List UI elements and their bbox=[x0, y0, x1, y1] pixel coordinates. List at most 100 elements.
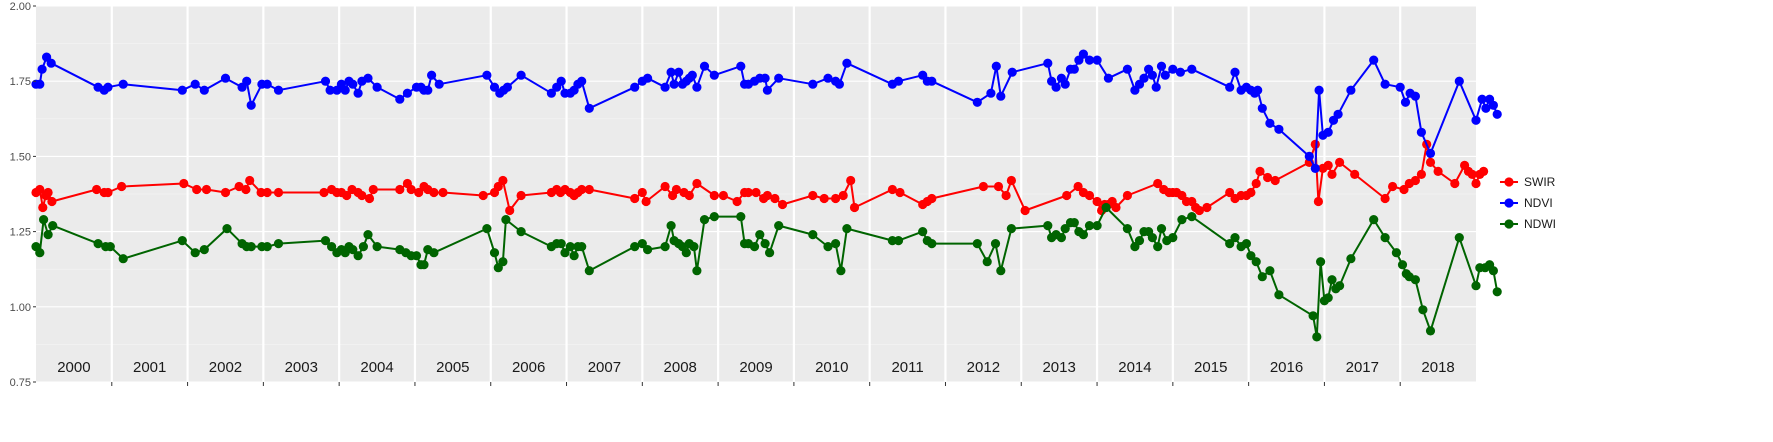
data-point-ndvi bbox=[643, 73, 653, 83]
data-point-swir bbox=[245, 175, 255, 186]
data-point-ndvi bbox=[1481, 103, 1491, 113]
data-point-swir bbox=[895, 187, 905, 198]
data-point-swir bbox=[1471, 178, 1481, 189]
data-point-swir bbox=[1246, 187, 1256, 198]
data-point-swir bbox=[1350, 169, 1360, 179]
data-point-ndvi bbox=[1310, 163, 1320, 173]
data-point-ndwi bbox=[1177, 215, 1187, 225]
data-point-ndvi bbox=[774, 73, 784, 83]
data-point-ndwi bbox=[1323, 293, 1333, 303]
data-point-ndwi bbox=[927, 239, 937, 249]
data-point-ndvi bbox=[893, 76, 904, 86]
y-tick-label: 1.50 bbox=[10, 151, 31, 163]
data-point-swir bbox=[1111, 202, 1121, 213]
legend-key-point-ndvi bbox=[1504, 198, 1514, 208]
data-point-ndwi bbox=[1147, 233, 1157, 243]
data-point-swir bbox=[38, 202, 48, 213]
data-point-ndwi bbox=[1257, 272, 1267, 282]
data-point-swir bbox=[35, 184, 45, 195]
data-point-swir bbox=[1084, 190, 1095, 201]
legend-key-point-ndwi bbox=[1504, 219, 1514, 229]
data-point-ndvi bbox=[630, 82, 640, 92]
data-point-ndvi bbox=[340, 85, 350, 95]
data-point-ndvi bbox=[1492, 109, 1502, 119]
data-point-ndwi bbox=[93, 239, 103, 249]
data-point-ndwi bbox=[246, 242, 256, 252]
data-point-ndvi bbox=[1369, 55, 1379, 65]
data-point-ndvi bbox=[118, 79, 128, 89]
data-point-ndwi bbox=[736, 212, 746, 222]
data-point-swir bbox=[1122, 190, 1132, 201]
data-point-ndwi bbox=[419, 260, 429, 270]
data-point-ndvi bbox=[363, 73, 373, 83]
data-point-ndwi bbox=[808, 230, 818, 240]
data-point-ndvi bbox=[242, 76, 252, 86]
data-point-ndwi bbox=[842, 224, 852, 234]
data-point-ndvi bbox=[372, 82, 382, 92]
year-label: 2014 bbox=[1118, 359, 1151, 376]
data-point-ndvi bbox=[220, 73, 231, 83]
year-label: 2012 bbox=[967, 359, 1000, 376]
data-point-swir bbox=[1399, 184, 1409, 195]
data-point-swir bbox=[364, 193, 375, 204]
data-point-ndvi bbox=[1323, 127, 1333, 137]
axes: 0.75 1.00 1.25 1.50 1.75 2.00 bbox=[10, 1, 1401, 389]
data-point-ndwi bbox=[1327, 275, 1337, 285]
data-point-ndwi bbox=[1425, 326, 1436, 336]
data-point-ndvi bbox=[1122, 64, 1132, 74]
data-point-ndvi bbox=[1156, 61, 1167, 71]
data-point-ndvi bbox=[35, 79, 45, 89]
data-point-ndvi bbox=[1160, 70, 1170, 80]
data-point-ndwi bbox=[692, 266, 702, 276]
data-point-swir bbox=[395, 184, 405, 195]
data-point-swir bbox=[1313, 196, 1323, 207]
data-point-swir bbox=[846, 175, 856, 186]
year-label: 2008 bbox=[664, 359, 697, 376]
data-point-ndwi bbox=[1492, 287, 1502, 297]
data-point-ndvi bbox=[556, 76, 566, 86]
data-point-ndwi bbox=[831, 239, 841, 249]
data-point-ndwi bbox=[177, 236, 187, 246]
data-point-ndvi bbox=[1454, 76, 1464, 86]
data-point-ndwi bbox=[577, 242, 587, 252]
data-point-swir bbox=[103, 187, 113, 198]
data-point-ndwi bbox=[43, 230, 53, 240]
y-tick-label: 2.00 bbox=[10, 1, 31, 13]
data-point-swir bbox=[831, 193, 841, 204]
data-point-swir bbox=[684, 190, 694, 201]
data-point-swir bbox=[777, 199, 788, 210]
data-point-ndvi bbox=[1051, 82, 1061, 92]
data-point-ndwi bbox=[1092, 221, 1102, 231]
data-point-ndvi bbox=[546, 88, 557, 98]
data-point-swir bbox=[406, 184, 416, 195]
data-point-ndwi bbox=[199, 245, 209, 255]
data-point-ndvi bbox=[842, 58, 852, 68]
data-point-ndwi bbox=[1335, 281, 1345, 291]
data-point-ndwi bbox=[358, 242, 368, 252]
data-point-swir bbox=[1467, 169, 1477, 179]
data-point-swir bbox=[438, 187, 448, 198]
data-point-ndvi bbox=[1304, 151, 1314, 161]
data-point-ndwi bbox=[498, 257, 508, 267]
data-point-ndwi bbox=[1346, 254, 1356, 264]
data-point-ndvi bbox=[762, 85, 773, 95]
data-point-ndwi bbox=[637, 239, 647, 249]
data-point-ndwi bbox=[363, 230, 373, 240]
data-point-ndvi bbox=[1139, 73, 1149, 83]
data-point-ndvi bbox=[1257, 103, 1267, 113]
data-point-swir bbox=[762, 190, 773, 201]
data-point-ndwi bbox=[372, 242, 382, 252]
data-point-ndvi bbox=[1346, 85, 1356, 95]
data-point-ndwi bbox=[630, 242, 640, 252]
legend-label-swir: SWIR bbox=[1524, 175, 1556, 189]
data-point-swir bbox=[630, 193, 640, 204]
data-point-ndvi bbox=[427, 70, 437, 80]
data-point-swir bbox=[1335, 157, 1345, 167]
data-point-ndvi bbox=[972, 97, 982, 107]
data-point-ndwi bbox=[1316, 257, 1326, 267]
data-point-ndwi bbox=[516, 227, 526, 237]
data-point-ndvi bbox=[1410, 91, 1420, 101]
data-point-swir bbox=[192, 184, 202, 195]
data-point-ndvi bbox=[199, 85, 209, 95]
year-label: 2004 bbox=[360, 359, 393, 376]
